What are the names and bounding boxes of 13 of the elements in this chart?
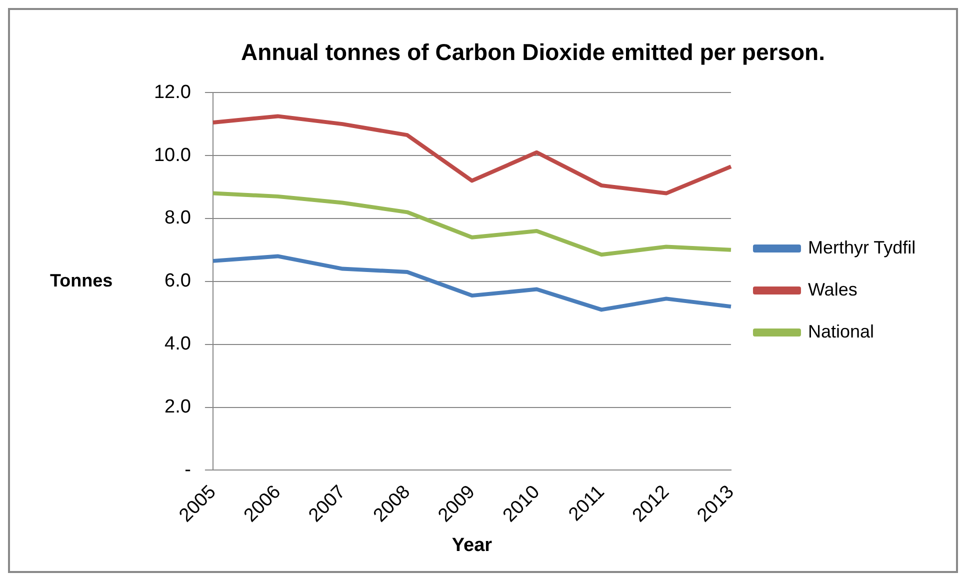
y-tick-label: 8.0 (164, 208, 191, 229)
legend-label: Merthyr Tydfil (808, 237, 916, 258)
legend-label: National (808, 321, 874, 342)
chart-title: Annual tonnes of Carbon Dioxide emitted per person. (241, 39, 825, 66)
y-axis-title: Tonnes (50, 270, 113, 290)
y-tick-label: 2.0 (164, 396, 191, 418)
y-tick-label: - (184, 459, 191, 480)
y-tick-label: 12.0 (154, 82, 191, 103)
y-tick-label: 4.0 (164, 334, 191, 355)
y-tick-label: 6.0 (164, 270, 191, 292)
legend-label: Wales (808, 279, 858, 300)
y-tick-label: 10.0 (154, 144, 191, 166)
x-axis-title: Year (452, 534, 493, 556)
